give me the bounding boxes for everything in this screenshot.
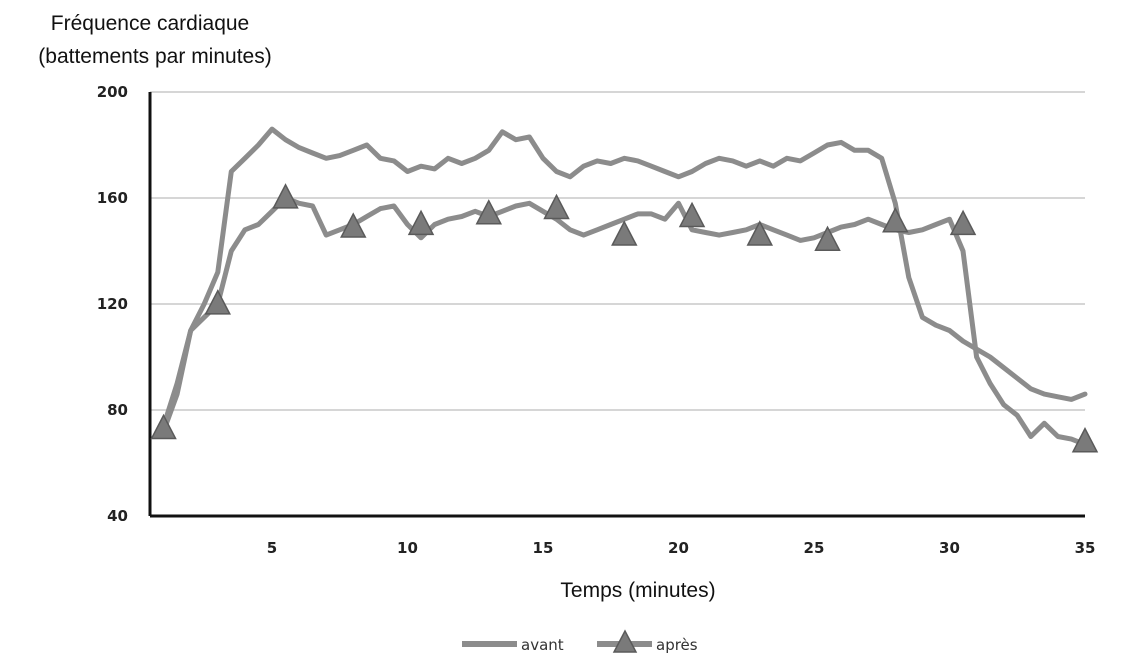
y-tick-label-120: 120 <box>97 295 128 313</box>
apres-marker-9 <box>746 220 774 246</box>
x-axis-ticks: 5 10 15 20 25 30 35 <box>267 539 1096 557</box>
apres-marker-6 <box>543 193 570 220</box>
gridlines <box>150 91 1085 411</box>
legend-avant-label: avant <box>521 636 564 654</box>
apres-marker-8 <box>678 201 706 228</box>
apres-marker-7 <box>611 220 638 246</box>
y-tick-label-80: 80 <box>107 401 128 419</box>
series-layer <box>150 126 1099 453</box>
x-tick-label-35: 35 <box>1075 539 1096 557</box>
apres-marker-3 <box>340 212 367 238</box>
x-tick-label-30: 30 <box>939 539 960 557</box>
series-line-apres <box>161 195 1088 447</box>
x-tick-label-10: 10 <box>397 539 418 557</box>
apres-marker-0 <box>150 413 177 440</box>
x-axis-title: Temps (minutes) <box>560 579 715 602</box>
legend-apres-label: après <box>656 636 698 654</box>
series-line-avant <box>161 126 1088 429</box>
apres-marker-12 <box>949 209 977 236</box>
y-tick-label-40: 40 <box>107 507 128 525</box>
y-axis-ticks: 40 80 120 160 200 <box>97 83 128 525</box>
apres-marker-5 <box>475 199 503 225</box>
y-tick-label-160: 160 <box>97 189 128 207</box>
y-axis-title-line-1: Fréquence cardiaque <box>51 12 249 35</box>
apres-marker-13 <box>1071 426 1099 453</box>
apres-marker-1 <box>204 289 231 315</box>
apres-marker-4 <box>407 209 435 236</box>
apres-marker-11 <box>882 207 909 233</box>
y-axis-title-line-2: (battements par minutes) <box>38 45 271 68</box>
x-tick-label-25: 25 <box>804 539 825 557</box>
x-tick-label-20: 20 <box>668 539 689 557</box>
y-tick-label-200: 200 <box>97 83 128 101</box>
legend: avant après <box>462 629 698 654</box>
legend-apres-triangle-icon <box>612 629 638 653</box>
apres-marker-2 <box>272 183 299 209</box>
x-tick-label-5: 5 <box>267 539 277 557</box>
apres-marker-10 <box>814 225 841 252</box>
x-tick-label-15: 15 <box>533 539 554 557</box>
